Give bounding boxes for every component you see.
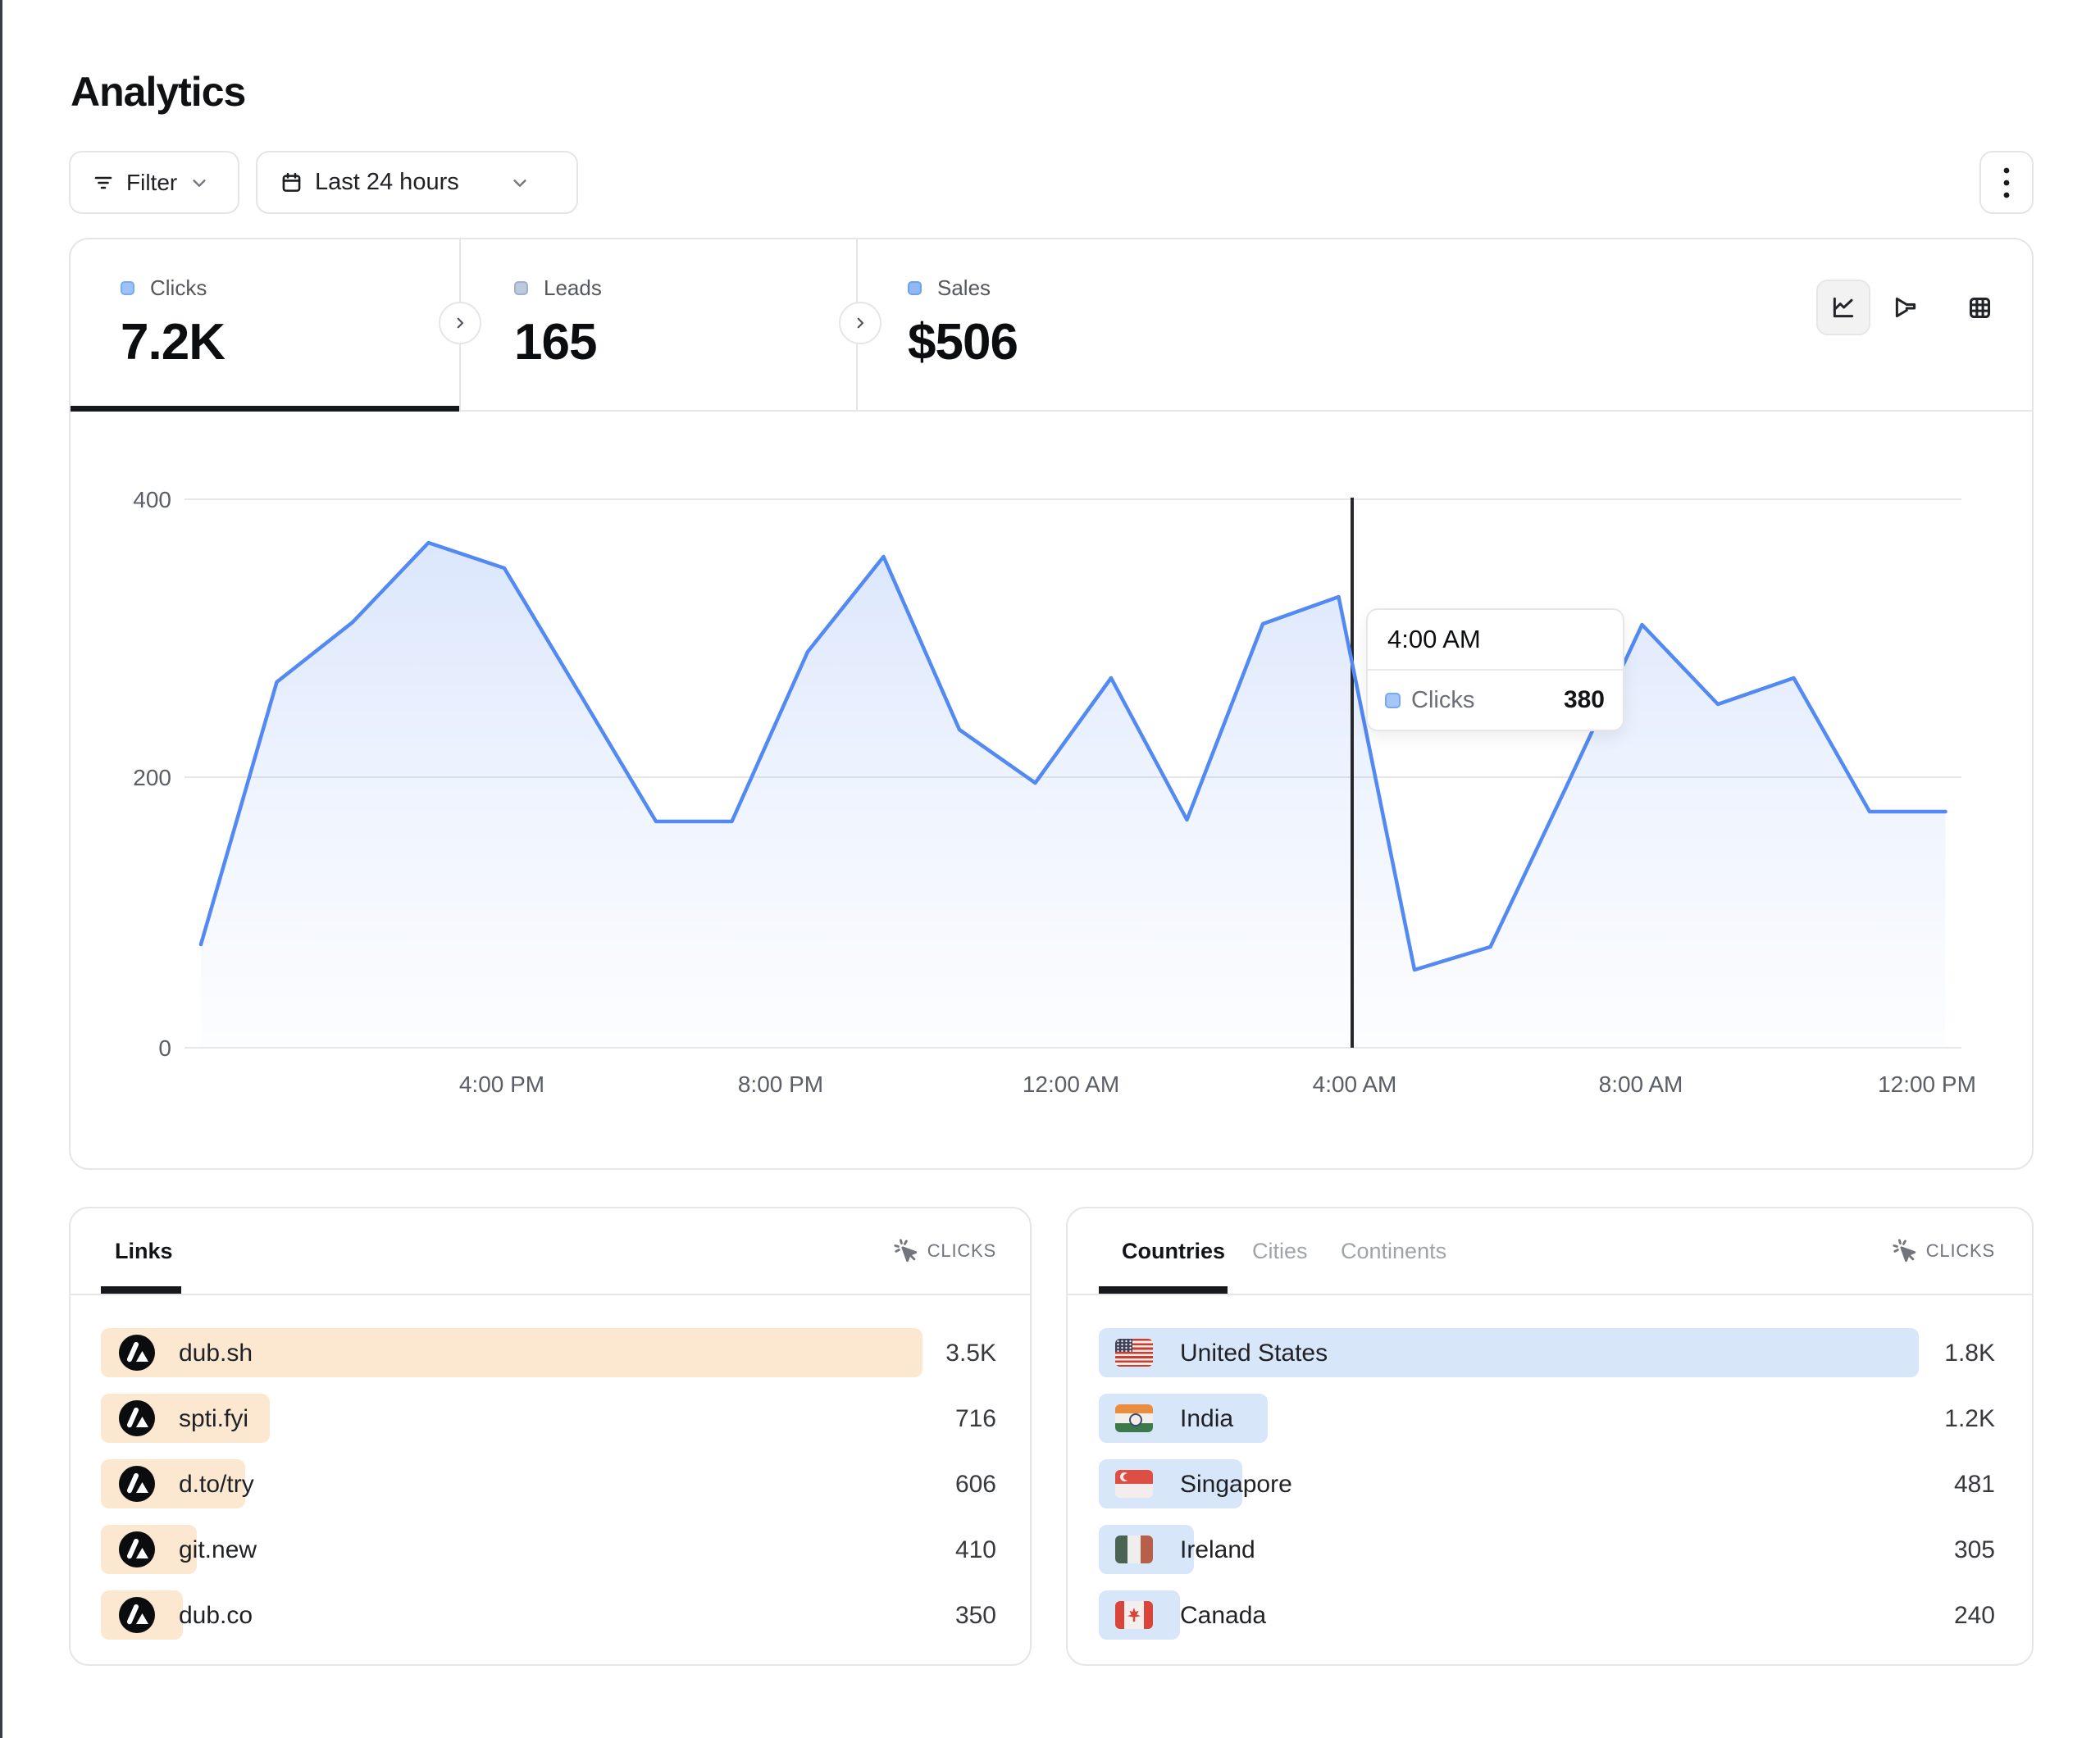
svg-text:4:00 PM: 4:00 PM: [459, 1071, 544, 1097]
svg-text:8:00 AM: 8:00 AM: [1599, 1071, 1683, 1097]
svg-text:200: 200: [133, 765, 171, 790]
svg-text:8:00 PM: 8:00 PM: [738, 1071, 823, 1097]
svg-text:12:00 PM: 12:00 PM: [1878, 1071, 1976, 1097]
svg-text:12:00 AM: 12:00 AM: [1023, 1071, 1119, 1097]
svg-text:400: 400: [133, 487, 171, 512]
svg-text:4:00 AM: 4:00 AM: [1313, 1071, 1397, 1097]
svg-text:0: 0: [158, 1035, 171, 1061]
